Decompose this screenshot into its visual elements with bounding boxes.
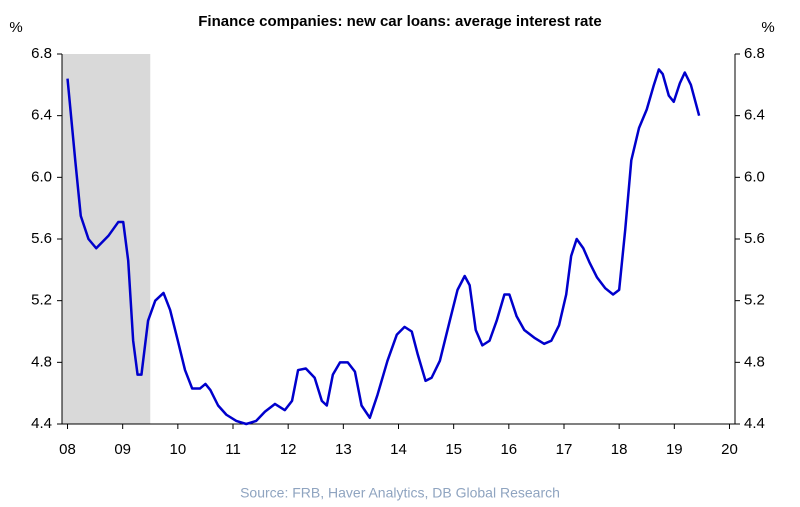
y2-tick-label: 4.8	[744, 353, 765, 370]
y-tick-label: 4.4	[31, 415, 52, 432]
chart-title: Finance companies: new car loans: averag…	[198, 13, 602, 30]
y-tick-label: 6.0	[31, 168, 52, 185]
x-tick-label: 17	[556, 441, 573, 458]
y-tick-label: 6.4	[31, 107, 52, 124]
y2-tick-label: 6.8	[744, 45, 765, 62]
source-note: Source: FRB, Haver Analytics, DB Global …	[240, 485, 560, 501]
y2-tick-label: 6.4	[744, 107, 765, 124]
x-tick-label: 18	[611, 441, 628, 458]
x-tick-label: 10	[170, 441, 187, 458]
y2-tick-label: 6.0	[744, 168, 765, 185]
y2-tick-label: 4.4	[744, 415, 765, 432]
y-tick-label: 6.8	[31, 45, 52, 62]
y2-tick-label: 5.2	[744, 292, 765, 309]
data-line	[66, 68, 701, 426]
y2-axis-label: %	[761, 19, 774, 36]
y2-tick-label: 5.6	[744, 230, 765, 247]
x-tick-label: 20	[721, 441, 738, 458]
x-tick-label: 13	[335, 441, 352, 458]
x-tick-label: 14	[390, 441, 407, 458]
x-tick-label: 15	[445, 441, 462, 458]
y-tick-label: 5.6	[31, 230, 52, 247]
x-tick-label: 19	[666, 441, 683, 458]
x-tick-label: 09	[114, 441, 131, 458]
y-tick-label: 5.2	[31, 292, 52, 309]
x-tick-label: 08	[59, 441, 76, 458]
y-tick-label: 4.8	[31, 353, 52, 370]
x-tick-label: 16	[500, 441, 517, 458]
x-tick-label: 11	[225, 441, 241, 458]
y-axis-label: %	[9, 19, 22, 36]
x-tick-label: 12	[280, 441, 297, 458]
